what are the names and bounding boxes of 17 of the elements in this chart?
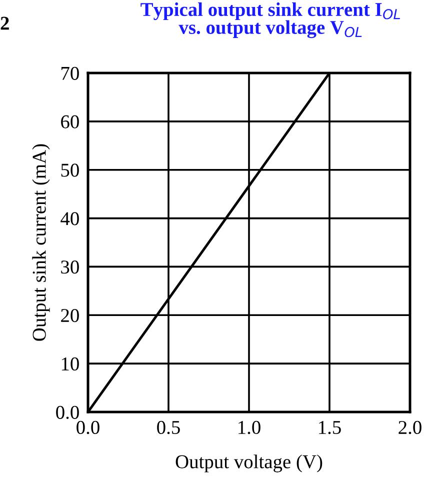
x-tick-label: 1.0 <box>238 420 260 434</box>
text: 2 <box>0 16 9 30</box>
y-tick-label: 50 <box>61 164 79 177</box>
y-tick-label: 10 <box>62 357 79 371</box>
x-tick-label: 1.5 <box>319 420 341 434</box>
x-axis-title: Output voltage (V) <box>176 454 322 472</box>
x-tick-label: 0.5 <box>157 420 180 434</box>
y-tick-label: 0.0 <box>56 406 79 420</box>
x-tick-label: 2.0 <box>398 420 422 434</box>
chart-title: Typical output sink current I$_{OL}$ vs. output voltage V$_{OL}$ <box>140 2 400 38</box>
y-axis-title: Output sink current (mA) <box>32 144 50 341</box>
y-tick-label: 60 <box>61 115 79 128</box>
y-tick-label: 30 <box>61 260 79 274</box>
y-tick-label: 70 <box>62 66 79 80</box>
y-tick-label: 40 <box>60 212 79 226</box>
y-tick-label: 20 <box>61 308 79 322</box>
x-tick-label: 0.0 <box>76 420 100 434</box>
